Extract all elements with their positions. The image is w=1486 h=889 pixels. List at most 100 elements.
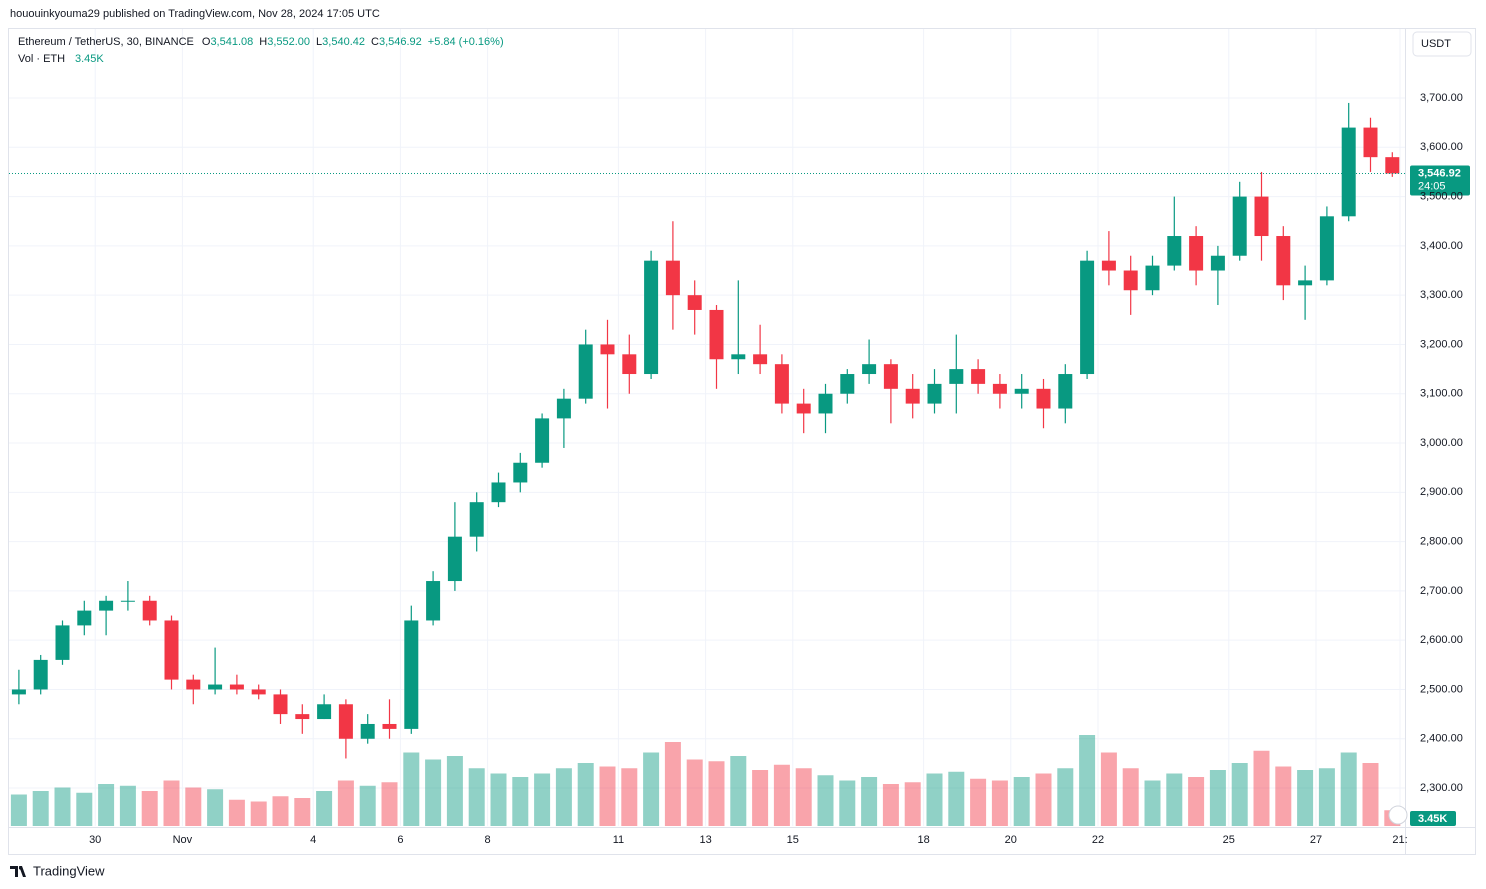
ohlc-key: O — [202, 36, 211, 48]
symbol: Ethereum / TetherUS, 30, BINANCE — [18, 36, 194, 48]
y-tick-label: 3,200.00 — [1420, 338, 1463, 350]
x-tick-label: 8 — [485, 834, 491, 846]
candle-body — [600, 344, 615, 355]
volume-bar — [577, 763, 594, 826]
countdown: 24:05 — [1418, 180, 1446, 192]
volume-bar — [1188, 777, 1205, 826]
candle-body — [338, 704, 353, 739]
candle-body — [1385, 157, 1400, 174]
candle-body — [469, 502, 484, 537]
y-tick-label: 3,600.00 — [1420, 141, 1463, 153]
volume-bar — [773, 764, 790, 826]
x-tick-label: 27 — [1310, 834, 1322, 846]
alert-icon — [1388, 805, 1408, 825]
volume-bar — [621, 768, 638, 826]
candle-body — [513, 462, 528, 483]
candle-body — [796, 403, 811, 414]
candle-body — [818, 393, 833, 414]
currency-button[interactable] — [1412, 31, 1472, 57]
volume-bar — [446, 756, 463, 826]
currency[interactable]: USDT — [1421, 38, 1451, 50]
volume-legend-label: Vol · ETH — [18, 53, 65, 65]
volume-bar — [359, 785, 376, 826]
volume-bar — [1318, 768, 1335, 826]
ohlc-key: H — [259, 36, 267, 48]
volume-bar — [1100, 752, 1117, 826]
candle-body — [1101, 260, 1116, 271]
x-tick-label: 13 — [699, 834, 711, 846]
ohlc-value: 3,552.00 — [267, 36, 310, 48]
candle-body — [382, 723, 397, 729]
volume-bar — [468, 768, 485, 826]
volume-bar — [1231, 763, 1248, 826]
volume-bar — [882, 784, 899, 826]
candle-body — [665, 260, 680, 296]
chart-frame — [8, 28, 1476, 855]
candle-body — [1319, 216, 1334, 281]
candle-body — [992, 383, 1007, 394]
x-tick-label: 4 — [310, 834, 316, 846]
last-price-box — [1410, 165, 1470, 196]
volume-bar — [1122, 768, 1139, 826]
volume-bar — [664, 742, 681, 826]
candle-body — [229, 684, 244, 690]
x-tick-label: 6 — [397, 834, 403, 846]
volume-bar — [1079, 735, 1096, 826]
volume-bar — [272, 796, 289, 826]
candle-body — [1276, 236, 1291, 286]
candles — [11, 102, 1400, 759]
candle-body — [164, 620, 179, 680]
x-tick-label: 30 — [89, 834, 101, 846]
volume-bar — [1253, 750, 1270, 826]
volume-bar — [752, 770, 769, 826]
candle-body — [360, 723, 375, 739]
candle-body — [1232, 196, 1247, 256]
candle-body — [1123, 270, 1138, 291]
volume-bar — [207, 789, 224, 826]
volume-axis-box — [1410, 811, 1456, 826]
y-tick-label: 3,500.00 — [1420, 190, 1463, 202]
volume-bar — [730, 756, 747, 826]
volume-bar — [948, 771, 965, 826]
volume-axis-label: 3.45K — [1418, 813, 1447, 825]
y-tick-label: 3,700.00 — [1420, 92, 1463, 104]
candle-body — [774, 364, 789, 404]
x-tick-label: Nov — [173, 834, 193, 846]
candle-body — [1167, 236, 1182, 266]
volume-bar — [839, 780, 856, 826]
volume-bar — [316, 791, 333, 826]
volume-bar — [904, 782, 921, 826]
volume-bar — [817, 775, 834, 826]
y-tick-label: 3,000.00 — [1420, 437, 1463, 449]
y-tick-label: 2,500.00 — [1420, 683, 1463, 695]
candle-body — [99, 600, 114, 611]
candle-body — [404, 620, 419, 729]
candle-body — [317, 704, 332, 720]
volume-bar — [163, 780, 180, 826]
candle-body — [840, 374, 855, 394]
candle-body — [1210, 255, 1225, 271]
volume-bar — [599, 766, 616, 826]
volume-bar — [991, 780, 1008, 826]
volume-bar — [795, 768, 812, 826]
volume-bar — [294, 798, 311, 826]
volume-bar — [861, 777, 878, 826]
candle-body — [862, 364, 877, 375]
volume-bar — [1340, 752, 1357, 826]
candle-body — [11, 689, 26, 695]
candle-body — [1298, 280, 1313, 286]
candle-body — [1254, 196, 1269, 237]
x-tick-label: 20 — [1005, 834, 1017, 846]
y-tick-label: 2,600.00 — [1420, 634, 1463, 646]
candle-body — [273, 694, 288, 715]
volume-bar — [512, 777, 529, 826]
volume-bar — [54, 787, 71, 826]
candle-body — [77, 610, 92, 626]
candle-body — [535, 418, 550, 463]
volume-bar — [185, 787, 202, 826]
ohlc-value: 3,540.42 — [322, 36, 365, 48]
candle-body — [753, 354, 768, 365]
candle-body — [644, 260, 659, 375]
candle-body — [1145, 265, 1160, 291]
volume-bar — [643, 752, 660, 826]
